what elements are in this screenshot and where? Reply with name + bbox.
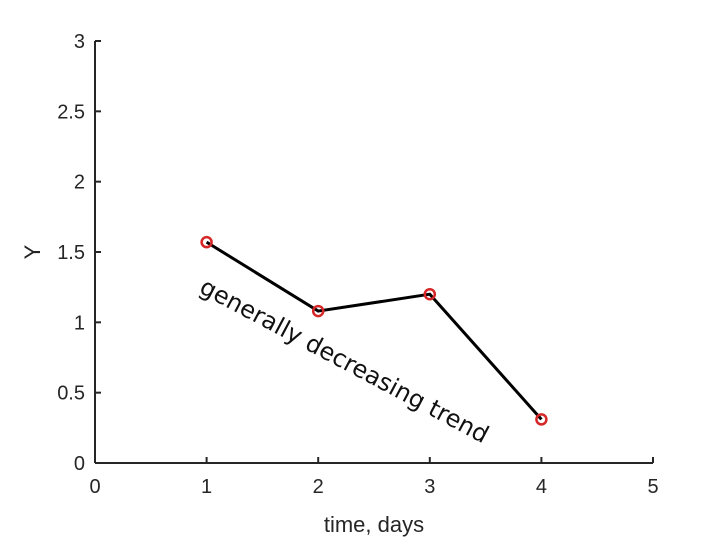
y-tick-label: 2.5 <box>57 101 85 123</box>
data-point <box>423 287 437 301</box>
x-tick-label: 1 <box>201 476 212 498</box>
data-point <box>200 235 213 249</box>
series-line <box>205 240 543 421</box>
y-tick-label: 0.5 <box>57 383 85 405</box>
trend-annotation: generally decreasing trend <box>195 273 493 449</box>
y-tick-label: 2 <box>74 172 85 194</box>
data-point <box>311 304 325 318</box>
y-tick-label: 0 <box>74 453 85 475</box>
y-tick-label: 1 <box>74 312 85 334</box>
x-tick-label: 2 <box>313 476 324 498</box>
data-point <box>535 413 548 426</box>
x-tick-label: 4 <box>536 476 547 498</box>
plot-area <box>200 235 548 426</box>
axes: 0 1 2 3 4 5 0 0.5 1 1.5 2 2.5 3 <box>57 31 658 498</box>
x-axis-label: time, days <box>324 512 424 537</box>
y-tick-label: 3 <box>74 31 85 53</box>
x-tick-label: 3 <box>424 476 435 498</box>
x-tick-label: 5 <box>647 476 658 498</box>
series-markers <box>200 235 548 426</box>
y-axis-ticks: 0 0.5 1 1.5 2 2.5 3 <box>57 31 101 475</box>
x-tick-label: 0 <box>89 476 100 498</box>
y-axis-label: Y <box>20 244 45 259</box>
y-tick-label: 1.5 <box>57 242 85 264</box>
